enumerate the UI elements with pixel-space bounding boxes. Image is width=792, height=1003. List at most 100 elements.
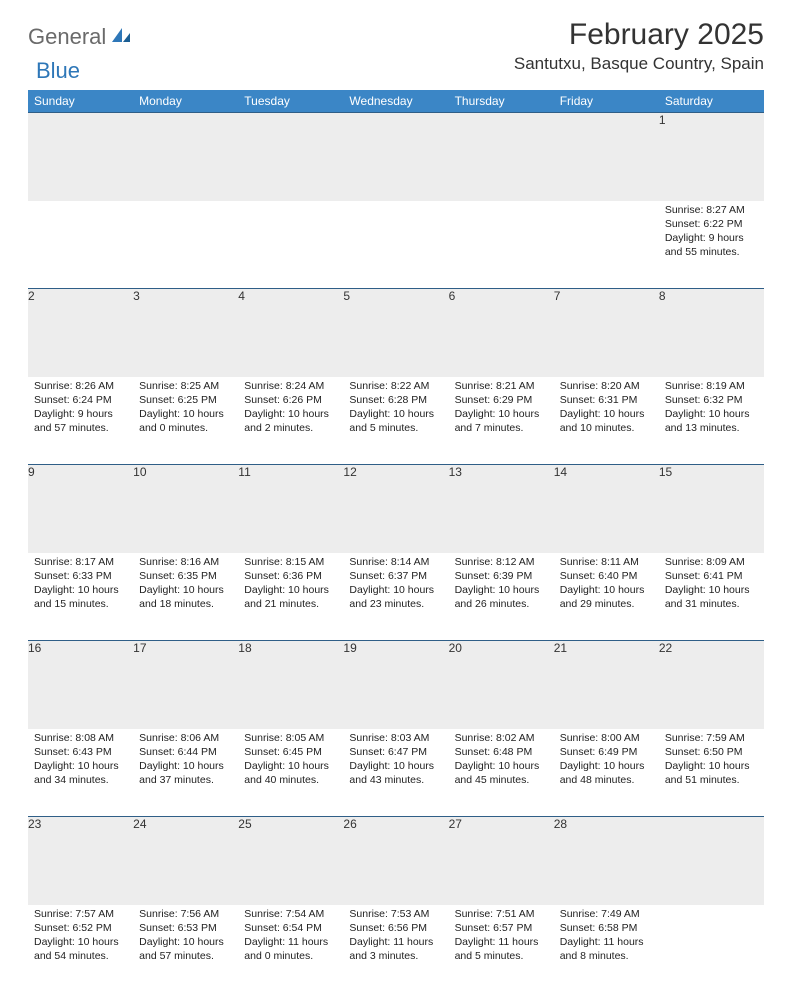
sunrise-line: Sunrise: 8:14 AM <box>349 555 442 569</box>
calendar-page: General February 2025 Santutxu, Basque C… <box>0 0 792 1003</box>
sunset-line: Sunset: 6:37 PM <box>349 569 442 583</box>
daylight-line: Daylight: 9 hours and 55 minutes. <box>665 231 758 259</box>
month-title: February 2025 <box>514 18 764 52</box>
sunrise-line: Sunrise: 7:53 AM <box>349 907 442 921</box>
day-number-row: 232425262728 <box>28 817 764 905</box>
day-content-cell: Sunrise: 8:22 AMSunset: 6:28 PMDaylight:… <box>343 377 448 465</box>
sunset-line: Sunset: 6:47 PM <box>349 745 442 759</box>
day-number-cell: 2 <box>28 289 133 377</box>
day-number-cell: 22 <box>659 641 764 729</box>
day-details: Sunrise: 8:27 AMSunset: 6:22 PMDaylight:… <box>659 201 764 264</box>
day-number-cell: 6 <box>449 289 554 377</box>
day-content-cell: Sunrise: 7:54 AMSunset: 6:54 PMDaylight:… <box>238 905 343 993</box>
day-number-cell: 4 <box>238 289 343 377</box>
weekday-header: Sunday <box>28 90 133 113</box>
day-content-cell: Sunrise: 8:00 AMSunset: 6:49 PMDaylight:… <box>554 729 659 817</box>
day-details: Sunrise: 8:11 AMSunset: 6:40 PMDaylight:… <box>554 553 659 616</box>
sunset-line: Sunset: 6:56 PM <box>349 921 442 935</box>
daylight-line: Daylight: 10 hours and 13 minutes. <box>665 407 758 435</box>
day-number-cell <box>659 817 764 905</box>
daylight-line: Daylight: 10 hours and 40 minutes. <box>244 759 337 787</box>
daylight-line: Daylight: 10 hours and 34 minutes. <box>34 759 127 787</box>
day-details: Sunrise: 8:26 AMSunset: 6:24 PMDaylight:… <box>28 377 133 440</box>
day-content-cell <box>449 201 554 289</box>
sunset-line: Sunset: 6:25 PM <box>139 393 232 407</box>
daylight-line: Daylight: 10 hours and 57 minutes. <box>139 935 232 963</box>
sunrise-line: Sunrise: 8:16 AM <box>139 555 232 569</box>
day-content-cell: Sunrise: 8:03 AMSunset: 6:47 PMDaylight:… <box>343 729 448 817</box>
weekday-header-row: SundayMondayTuesdayWednesdayThursdayFrid… <box>28 90 764 113</box>
sunset-line: Sunset: 6:54 PM <box>244 921 337 935</box>
day-details: Sunrise: 8:12 AMSunset: 6:39 PMDaylight:… <box>449 553 554 616</box>
weekday-header: Tuesday <box>238 90 343 113</box>
daylight-line: Daylight: 10 hours and 51 minutes. <box>665 759 758 787</box>
day-details: Sunrise: 7:59 AMSunset: 6:50 PMDaylight:… <box>659 729 764 792</box>
sunrise-line: Sunrise: 7:57 AM <box>34 907 127 921</box>
day-number-cell: 15 <box>659 465 764 553</box>
calendar-table: SundayMondayTuesdayWednesdayThursdayFrid… <box>28 90 764 993</box>
daylight-line: Daylight: 9 hours and 57 minutes. <box>34 407 127 435</box>
daylight-line: Daylight: 10 hours and 26 minutes. <box>455 583 548 611</box>
day-number-cell: 20 <box>449 641 554 729</box>
day-content-cell: Sunrise: 7:53 AMSunset: 6:56 PMDaylight:… <box>343 905 448 993</box>
day-content-cell: Sunrise: 8:26 AMSunset: 6:24 PMDaylight:… <box>28 377 133 465</box>
day-content-cell: Sunrise: 7:57 AMSunset: 6:52 PMDaylight:… <box>28 905 133 993</box>
day-details: Sunrise: 8:03 AMSunset: 6:47 PMDaylight:… <box>343 729 448 792</box>
sunset-line: Sunset: 6:53 PM <box>139 921 232 935</box>
sunset-line: Sunset: 6:36 PM <box>244 569 337 583</box>
day-number-cell: 25 <box>238 817 343 905</box>
weekday-header: Wednesday <box>343 90 448 113</box>
day-content-row: Sunrise: 8:17 AMSunset: 6:33 PM Daylight:… <box>28 553 764 641</box>
day-number-cell: 27 <box>449 817 554 905</box>
brand-logo: General <box>28 24 134 50</box>
sunrise-line: Sunrise: 7:51 AM <box>455 907 548 921</box>
sunset-line: Sunset: 6:40 PM <box>560 569 653 583</box>
day-details: Sunrise: 8:21 AMSunset: 6:29 PMDaylight:… <box>449 377 554 440</box>
sunrise-line: Sunrise: 8:17 AM <box>34 555 127 569</box>
day-number-cell: 21 <box>554 641 659 729</box>
sunset-line: Sunset: 6:24 PM <box>34 393 127 407</box>
day-details: Sunrise: 7:51 AMSunset: 6:57 PMDaylight:… <box>449 905 554 968</box>
day-details: Sunrise: 8:25 AMSunset: 6:25 PMDaylight:… <box>133 377 238 440</box>
daylight-line: Daylight: 10 hours and 10 minutes. <box>560 407 653 435</box>
day-content-cell: Sunrise: 8:27 AMSunset: 6:22 PMDaylight:… <box>659 201 764 289</box>
daylight-line: Daylight: 11 hours and 5 minutes. <box>455 935 548 963</box>
day-content-cell: Sunrise: 8:16 AMSunset: 6:35 PMDaylight:… <box>133 553 238 641</box>
day-content-cell: Sunrise: 7:59 AMSunset: 6:50 PMDaylight:… <box>659 729 764 817</box>
day-number-cell: 12 <box>343 465 448 553</box>
day-number-cell: 19 <box>343 641 448 729</box>
sunset-line: Sunset: 6:57 PM <box>455 921 548 935</box>
sunrise-line: Sunrise: 8:21 AM <box>455 379 548 393</box>
sunset-line: Sunset: 6:32 PM <box>665 393 758 407</box>
sunrise-line: Sunrise: 8:00 AM <box>560 731 653 745</box>
sunrise-line: Sunrise: 8:06 AM <box>139 731 232 745</box>
day-content-cell: Sunrise: 8:14 AMSunset: 6:37 PMDaylight:… <box>343 553 448 641</box>
day-details: Sunrise: 8:02 AMSunset: 6:48 PMDaylight:… <box>449 729 554 792</box>
day-number-cell: 13 <box>449 465 554 553</box>
day-details: Sunrise: 8:16 AMSunset: 6:35 PMDaylight:… <box>133 553 238 616</box>
day-details: Sunrise: 8:20 AMSunset: 6:31 PMDaylight:… <box>554 377 659 440</box>
day-number-row: 2345678 <box>28 289 764 377</box>
day-content-cell: Sunrise: 8:20 AMSunset: 6:31 PMDaylight:… <box>554 377 659 465</box>
day-content-cell: Sunrise: 7:49 AMSunset: 6:58 PMDaylight:… <box>554 905 659 993</box>
day-content-cell: Sunrise: 8:15 AMSunset: 6:36 PMDaylight:… <box>238 553 343 641</box>
sunrise-line: Sunrise: 8:25 AM <box>139 379 232 393</box>
daylight-line: Daylight: 10 hours and 0 minutes. <box>139 407 232 435</box>
sunrise-line: Sunrise: 7:59 AM <box>665 731 758 745</box>
sunset-line: Sunset: 6:43 PM <box>34 745 127 759</box>
daylight-line: Daylight: 10 hours and 54 minutes. <box>34 935 127 963</box>
day-details: Sunrise: 8:08 AMSunset: 6:43 PMDaylight:… <box>28 729 133 792</box>
day-number-cell: 10 <box>133 465 238 553</box>
sunset-line: Sunset: 6:28 PM <box>349 393 442 407</box>
day-details: Sunrise: 8:24 AMSunset: 6:26 PMDaylight:… <box>238 377 343 440</box>
daylight-line: Daylight: 10 hours and 48 minutes. <box>560 759 653 787</box>
sunrise-line: Sunrise: 8:15 AM <box>244 555 337 569</box>
day-details: Sunrise: 8:06 AMSunset: 6:44 PMDaylight:… <box>133 729 238 792</box>
sunrise-line: Sunrise: 7:49 AM <box>560 907 653 921</box>
weekday-header: Thursday <box>449 90 554 113</box>
sunrise-line: Sunrise: 8:12 AM <box>455 555 548 569</box>
day-number-cell: 3 <box>133 289 238 377</box>
day-number-row: 9101112131415 <box>28 465 764 553</box>
day-content-cell: Sunrise: 8:08 AMSunset: 6:43 PMDaylight:… <box>28 729 133 817</box>
sunset-line: Sunset: 6:33 PM <box>34 569 127 583</box>
